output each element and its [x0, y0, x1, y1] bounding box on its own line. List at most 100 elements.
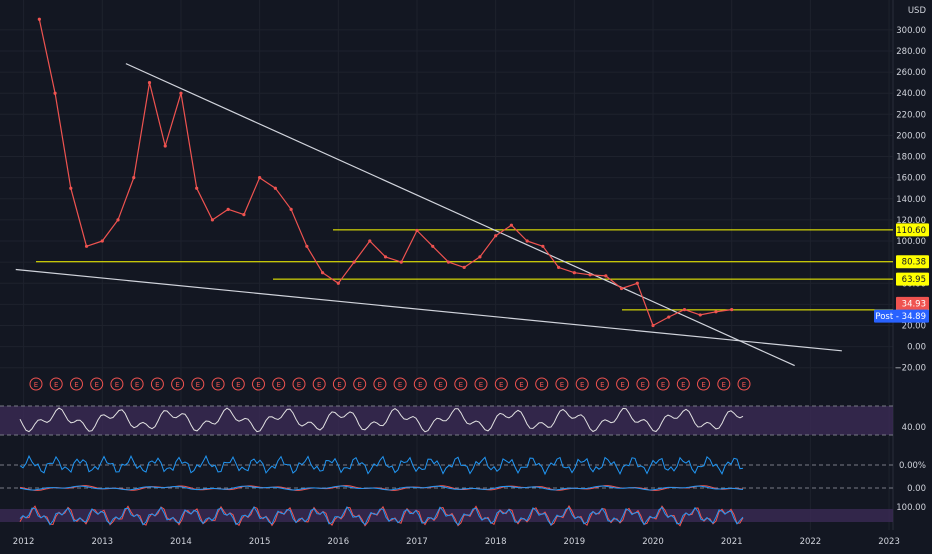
time-tick-label[interactable]: 2015	[249, 537, 271, 547]
earnings-marker-label[interactable]: E	[661, 381, 665, 389]
earnings-marker-label[interactable]: E	[297, 381, 301, 389]
earnings-marker[interactable]	[211, 377, 225, 391]
earnings-marker-label[interactable]: E	[742, 381, 746, 389]
earnings-marker[interactable]	[332, 377, 346, 391]
earnings-marker-label[interactable]: E	[216, 381, 220, 389]
earnings-marker[interactable]	[656, 377, 670, 391]
earnings-marker[interactable]	[231, 377, 245, 391]
price-tick-label[interactable]: 240.00	[896, 89, 926, 99]
earnings-marker[interactable]	[191, 377, 205, 391]
earnings-marker[interactable]	[434, 377, 448, 391]
time-tick-label[interactable]: 2021	[721, 537, 743, 547]
earnings-marker[interactable]	[171, 377, 185, 391]
time-tick-label[interactable]: 2019	[564, 537, 586, 547]
earnings-marker-label[interactable]: E	[317, 381, 321, 389]
earnings-marker-label[interactable]: E	[722, 381, 726, 389]
earnings-marker-label[interactable]: E	[681, 381, 685, 389]
price-tick-label[interactable]: 220.00	[896, 110, 926, 120]
earnings-marker-label[interactable]: E	[135, 381, 139, 389]
price-tick-label[interactable]: 140.00	[896, 195, 926, 205]
time-tick-label[interactable]: 2023	[878, 537, 900, 547]
earnings-marker-label[interactable]: E	[337, 381, 341, 389]
earnings-marker[interactable]	[616, 377, 630, 391]
earnings-marker[interactable]	[474, 377, 488, 391]
earnings-marker-label[interactable]: E	[357, 381, 361, 389]
earnings-marker[interactable]	[636, 377, 650, 391]
time-tick-label[interactable]: 2014	[170, 537, 192, 547]
earnings-marker-label[interactable]: E	[418, 381, 422, 389]
earnings-marker-label[interactable]: E	[398, 381, 402, 389]
trendline[interactable]	[125, 63, 795, 367]
earnings-marker[interactable]	[110, 377, 124, 391]
time-tick-label[interactable]: 2018	[485, 537, 507, 547]
earnings-marker[interactable]	[515, 377, 528, 391]
earnings-marker-label[interactable]: E	[277, 381, 281, 389]
earnings-marker-label[interactable]: E	[600, 381, 604, 389]
earnings-marker[interactable]	[373, 377, 387, 391]
price-tick-label[interactable]: 100.00	[896, 237, 926, 247]
time-tick-label[interactable]: 2016	[327, 537, 349, 547]
earnings-marker-label[interactable]: E	[115, 381, 119, 389]
earnings-marker[interactable]	[292, 377, 306, 391]
price-tick-label[interactable]: 0.00	[907, 343, 926, 353]
earnings-marker[interactable]	[70, 377, 83, 391]
earnings-marker[interactable]	[312, 377, 326, 391]
earnings-marker-label[interactable]: E	[94, 381, 98, 389]
earnings-marker[interactable]	[575, 377, 589, 391]
earnings-marker-label[interactable]: E	[459, 381, 463, 389]
earnings-marker-label[interactable]: E	[479, 381, 483, 389]
earnings-marker[interactable]	[676, 377, 690, 391]
earnings-marker[interactable]	[393, 377, 407, 391]
earnings-marker-label[interactable]: E	[499, 381, 503, 389]
earnings-marker[interactable]	[697, 377, 710, 391]
earnings-marker[interactable]	[252, 377, 265, 391]
time-tick-label[interactable]: 2022	[800, 537, 822, 547]
time-tick-label[interactable]: 2017	[406, 537, 428, 547]
time-tick-label[interactable]: 2020	[642, 537, 664, 547]
price-tick-label[interactable]: 160.00	[896, 174, 926, 184]
earnings-marker[interactable]	[555, 377, 569, 391]
earnings-marker-label[interactable]: E	[519, 381, 523, 389]
earnings-marker-label[interactable]: E	[560, 381, 564, 389]
earnings-marker[interactable]	[737, 377, 751, 391]
earnings-marker-label[interactable]: E	[438, 381, 442, 389]
earnings-marker[interactable]	[150, 377, 164, 391]
time-tick-label[interactable]: 2012	[13, 537, 35, 547]
earnings-marker-label[interactable]: E	[378, 381, 382, 389]
earnings-marker[interactable]	[29, 377, 43, 391]
price-tick-label[interactable]: 180.00	[896, 153, 926, 163]
earnings-marker-label[interactable]: E	[539, 381, 543, 389]
earnings-marker[interactable]	[454, 377, 468, 391]
earnings-marker-label[interactable]: E	[175, 381, 179, 389]
time-axis[interactable]: 2012 2013 2014 2015 2016 2017 2018 2019 2020 2021…	[13, 537, 900, 547]
price-tick-label[interactable]: 200.00	[896, 131, 926, 141]
earnings-marker-label[interactable]: E	[701, 381, 705, 389]
earnings-marker-label[interactable]: E	[155, 381, 159, 389]
earnings-marker-label[interactable]: E	[580, 381, 584, 389]
earnings-marker-label[interactable]: E	[236, 381, 240, 389]
earnings-marker-label[interactable]: E	[196, 381, 200, 389]
earnings-marker[interactable]	[717, 377, 731, 391]
earnings-marker[interactable]	[90, 377, 104, 391]
time-tick-label[interactable]: 2013	[91, 537, 113, 547]
earnings-marker[interactable]	[535, 377, 549, 391]
price-tick-label[interactable]: −20.00	[895, 364, 926, 374]
earnings-marker[interactable]	[272, 377, 286, 391]
price-tick-label[interactable]: 260.00	[896, 68, 926, 78]
earnings-marker-label[interactable]: E	[74, 381, 78, 389]
earnings-marker[interactable]	[49, 377, 63, 391]
price-tick-label[interactable]: 280.00	[896, 47, 926, 57]
trendline[interactable]	[15, 268, 842, 352]
price-tick-label[interactable]: 120.00	[896, 216, 926, 226]
currency-label[interactable]: USD	[908, 6, 927, 16]
earnings-marker-label[interactable]: E	[256, 381, 260, 389]
earnings-marker-label[interactable]: E	[34, 381, 38, 389]
price-tick-label[interactable]: 20.00	[902, 321, 926, 331]
horizontal-levels[interactable]	[36, 229, 893, 311]
earnings-marker-label[interactable]: E	[620, 381, 624, 389]
earnings-marker[interactable]	[595, 377, 609, 391]
earnings-marker[interactable]	[494, 377, 508, 391]
earnings-marker[interactable]	[413, 377, 427, 391]
